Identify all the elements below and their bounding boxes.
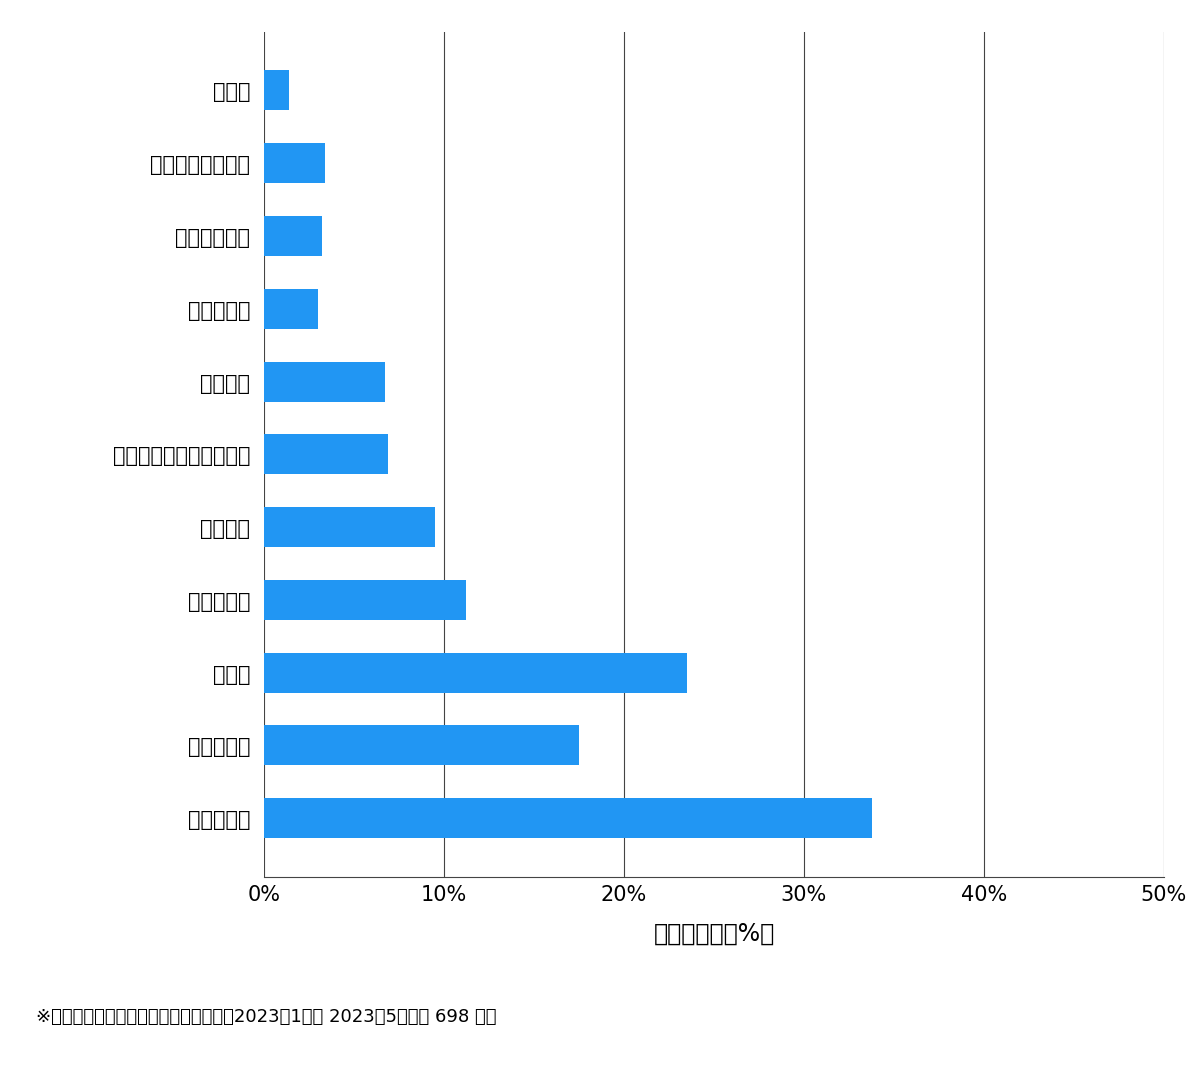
Bar [264, 507, 436, 547]
Bar [264, 361, 385, 402]
Bar [264, 799, 872, 838]
Text: ※弊社受付の案件を対象に集計（期間：2023年1月～ 2023年5月、訜 698 件）: ※弊社受付の案件を対象に集計（期間：2023年1月～ 2023年5月、訜 698… [36, 1008, 497, 1026]
X-axis label: 件数の割合（%）: 件数の割合（%） [653, 921, 775, 946]
Bar [264, 579, 466, 620]
Bar [264, 726, 580, 765]
Bar [264, 143, 325, 183]
Bar [264, 434, 389, 475]
Bar [264, 289, 318, 329]
Bar [264, 653, 686, 693]
Bar [264, 71, 289, 110]
Bar [264, 216, 322, 255]
